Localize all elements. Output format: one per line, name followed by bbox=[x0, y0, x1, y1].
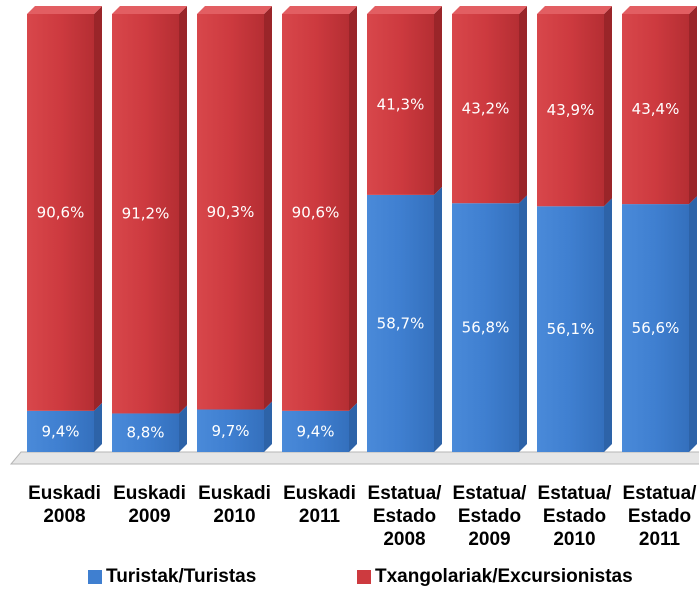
data-label-txangolariak-5: 43,2% bbox=[462, 100, 510, 118]
data-label-txangolariak-2: 90,3% bbox=[207, 203, 255, 221]
category-label-1: Euskadi 2009 bbox=[113, 483, 186, 527]
bar-txangolariak-6 bbox=[537, 14, 604, 207]
data-label-txangolariak-1: 91,2% bbox=[122, 205, 170, 223]
bars-group bbox=[27, 6, 697, 453]
category-label-2: Euskadi 2010 bbox=[198, 483, 271, 527]
bar-turistak-1 bbox=[112, 413, 179, 452]
bar-txangolariak-2-top bbox=[197, 6, 272, 14]
bar-txangolariak-7-top bbox=[622, 6, 697, 14]
data-label-turistak-6: 56,1% bbox=[547, 320, 595, 338]
category-label-3: Euskadi 2011 bbox=[283, 483, 356, 527]
floor-plane bbox=[9, 451, 699, 465]
bar-txangolariak-0-top bbox=[27, 6, 102, 14]
data-label-turistak-0: 9,4% bbox=[41, 422, 79, 440]
bar-turistak-4-side bbox=[434, 186, 442, 453]
bar-txangolariak-5-side bbox=[519, 6, 527, 204]
bar-txangolariak-1 bbox=[112, 14, 179, 414]
data-label-txangolariak-4: 41,3% bbox=[377, 95, 425, 113]
bar-txangolariak-2-side bbox=[264, 6, 272, 410]
data-label-txangolariak-7: 43,4% bbox=[632, 100, 680, 118]
bar-turistak-0 bbox=[27, 410, 94, 452]
bar-txangolariak-7 bbox=[622, 14, 689, 205]
bar-turistak-7 bbox=[622, 204, 689, 452]
legend-label-turistak: Turistak/Turistas bbox=[106, 566, 257, 587]
bar-turistak-3-side bbox=[349, 402, 357, 452]
bar-txangolariak-7-side bbox=[689, 6, 697, 205]
data-label-txangolariak-6: 43,9% bbox=[547, 101, 595, 119]
bar-txangolariak-0 bbox=[27, 14, 94, 411]
bar-turistak-4 bbox=[367, 194, 434, 453]
bar-txangolariak-6-side bbox=[604, 6, 612, 207]
bar-turistak-0-side bbox=[94, 402, 102, 452]
bar-turistak-3 bbox=[282, 410, 349, 452]
bar-turistak-5 bbox=[452, 203, 519, 452]
bar-turistak-6 bbox=[537, 206, 604, 452]
bar-turistak-2 bbox=[197, 409, 264, 452]
legend: Turistak/Turistas Txangolariak/Excursion… bbox=[0, 566, 699, 592]
category-label-0: Euskadi 2008 bbox=[28, 483, 101, 527]
data-label-turistak-3: 9,4% bbox=[296, 422, 334, 440]
bar-turistak-6-side bbox=[604, 198, 612, 452]
bar-txangolariak-3 bbox=[282, 14, 349, 411]
bar-txangolariak-5 bbox=[452, 14, 519, 204]
stacked-bar-chart: 9,4% 90,6% 8,8% 91,2% 9,7% 90,3% 9,4% 90,6% 58,7… bbox=[9, 6, 699, 550]
bar-turistak-1-side bbox=[179, 405, 187, 452]
data-label-txangolariak-0: 90,6% bbox=[37, 203, 85, 221]
data-label-txangolariak-3: 90,6% bbox=[292, 203, 340, 221]
bar-txangolariak-5-top bbox=[452, 6, 527, 14]
bar-txangolariak-6-top bbox=[537, 6, 612, 14]
category-label-5: Estatua/Estado 2009 bbox=[453, 483, 528, 550]
bar-txangolariak-3-top bbox=[282, 6, 357, 14]
data-label-turistak-7: 56,6% bbox=[632, 319, 680, 337]
bar-txangolariak-1-top bbox=[112, 6, 187, 14]
bar-txangolariak-3-side bbox=[349, 6, 357, 411]
bar-turistak-7-side bbox=[689, 196, 697, 452]
bar-txangolariak-4 bbox=[367, 14, 434, 195]
data-label-turistak-5: 56,8% bbox=[462, 319, 510, 337]
data-labels-group: 9,4% 90,6% 8,8% 91,2% 9,7% 90,3% 9,4% 90,6% 58,7… bbox=[37, 95, 680, 441]
bar-txangolariak-4-top bbox=[367, 6, 442, 14]
bar-txangolariak-4-side bbox=[434, 6, 442, 195]
bar-txangolariak-1-side bbox=[179, 6, 187, 414]
chart-floor bbox=[9, 451, 699, 465]
legend-swatch-red bbox=[357, 570, 371, 584]
category-label-6: Estatua/Estado 2010 bbox=[538, 483, 613, 550]
legend-item-txangolariak: Txangolariak/Excursionistas bbox=[357, 566, 633, 588]
legend-item-turistak: Turistak/Turistas bbox=[88, 566, 256, 588]
category-labels-group: Euskadi 2008 Euskadi 2009 Euskadi 2010 Euskadi… bbox=[28, 483, 697, 550]
bar-txangolariak-0-side bbox=[94, 6, 102, 411]
legend-label-txangolariak: Txangolariak/Excursionistas bbox=[375, 566, 633, 587]
data-label-turistak-2: 9,7% bbox=[211, 422, 249, 440]
bar-turistak-5-side bbox=[519, 195, 527, 452]
bar-txangolariak-2 bbox=[197, 14, 264, 410]
data-label-turistak-1: 8,8% bbox=[126, 424, 164, 442]
legend-swatch-blue bbox=[88, 570, 102, 584]
category-label-7: Estatua/Estado 2011 bbox=[623, 483, 698, 550]
data-label-turistak-4: 58,7% bbox=[377, 314, 425, 332]
category-label-4: Estatua/Estado 2008 bbox=[368, 483, 443, 550]
bar-turistak-2-side bbox=[264, 401, 272, 452]
